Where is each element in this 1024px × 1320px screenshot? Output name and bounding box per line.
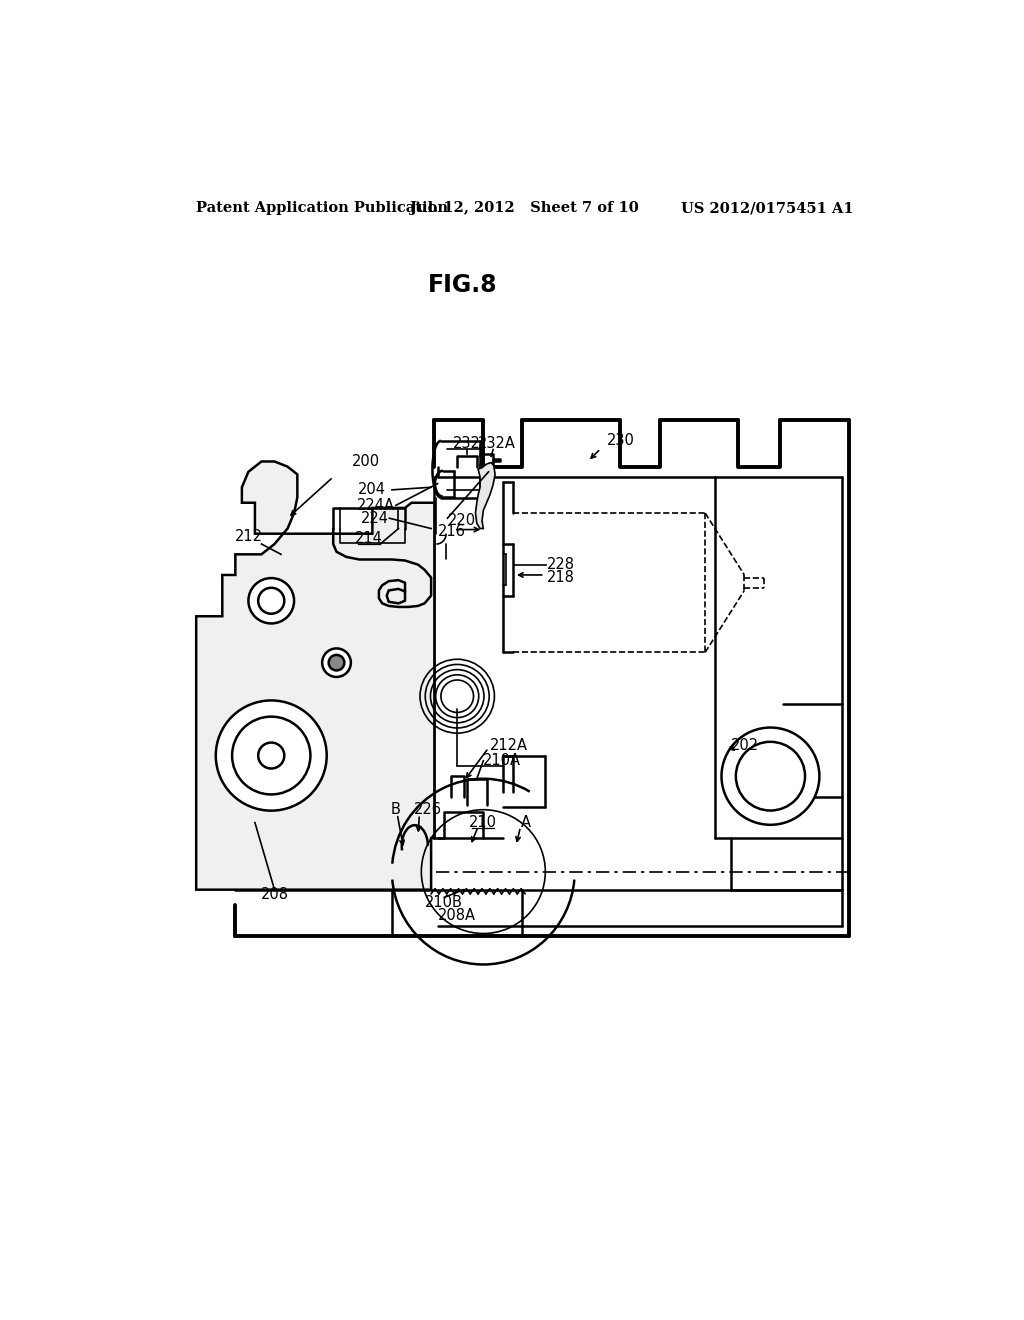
Text: 200: 200: [352, 454, 380, 469]
Circle shape: [249, 578, 294, 623]
Text: 224A: 224A: [357, 498, 395, 513]
Text: Patent Application Publication: Patent Application Publication: [197, 202, 449, 215]
Circle shape: [722, 727, 819, 825]
Polygon shape: [197, 462, 434, 890]
Circle shape: [216, 701, 327, 810]
Text: 214: 214: [355, 532, 383, 546]
Text: 202: 202: [731, 738, 760, 752]
Text: 208A: 208A: [438, 908, 476, 923]
Text: 228: 228: [547, 557, 574, 572]
Text: B: B: [390, 803, 400, 817]
Text: 210B: 210B: [425, 895, 463, 909]
Circle shape: [323, 648, 351, 677]
Text: 224: 224: [360, 511, 389, 525]
Text: 230: 230: [606, 433, 634, 449]
Circle shape: [736, 742, 805, 810]
Text: Jul. 12, 2012   Sheet 7 of 10: Jul. 12, 2012 Sheet 7 of 10: [411, 202, 639, 215]
Text: 232: 232: [453, 436, 481, 451]
Circle shape: [258, 743, 285, 768]
Circle shape: [258, 587, 285, 614]
Circle shape: [232, 717, 310, 795]
Text: 216: 216: [437, 524, 466, 539]
Text: 226: 226: [414, 803, 441, 817]
Text: 212A: 212A: [489, 738, 527, 752]
Text: 210A: 210A: [483, 754, 521, 768]
Text: 204: 204: [357, 482, 385, 498]
Text: 218: 218: [547, 570, 574, 585]
Text: 212: 212: [234, 529, 262, 544]
Text: 210: 210: [469, 816, 498, 830]
Circle shape: [329, 655, 344, 671]
Text: US 2012/0175451 A1: US 2012/0175451 A1: [681, 202, 853, 215]
Text: 232A: 232A: [477, 436, 515, 451]
Polygon shape: [475, 462, 495, 528]
Text: 208: 208: [260, 887, 289, 903]
Text: A: A: [521, 816, 530, 830]
Text: 220: 220: [447, 513, 475, 528]
Text: FIG.8: FIG.8: [428, 273, 498, 297]
